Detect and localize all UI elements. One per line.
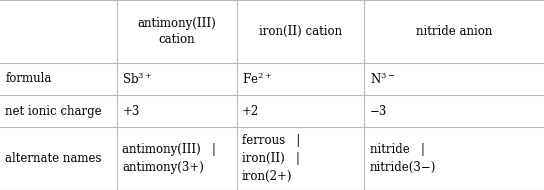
Text: nitride   |
nitride(3−): nitride | nitride(3−) — [370, 143, 436, 174]
Text: net ionic charge: net ionic charge — [5, 105, 102, 118]
Text: formula: formula — [5, 72, 52, 85]
Text: $\mathregular{Sb^{3+}}$: $\mathregular{Sb^{3+}}$ — [122, 71, 153, 87]
Text: nitride anion: nitride anion — [416, 25, 492, 38]
Text: $\mathregular{Fe^{2+}}$: $\mathregular{Fe^{2+}}$ — [242, 71, 272, 87]
Text: ferrous   |
iron(II)   |
iron(2+): ferrous | iron(II) | iron(2+) — [242, 134, 300, 183]
Text: $\mathregular{N^{3-}}$: $\mathregular{N^{3-}}$ — [370, 71, 395, 87]
Text: −3: −3 — [370, 105, 387, 118]
Text: alternate names: alternate names — [5, 152, 102, 165]
Text: iron(II) cation: iron(II) cation — [259, 25, 342, 38]
Text: antimony(III)
cation: antimony(III) cation — [138, 17, 216, 46]
Text: +2: +2 — [242, 105, 259, 118]
Text: antimony(III)   |
antimony(3+): antimony(III) | antimony(3+) — [122, 143, 217, 174]
Text: +3: +3 — [122, 105, 140, 118]
